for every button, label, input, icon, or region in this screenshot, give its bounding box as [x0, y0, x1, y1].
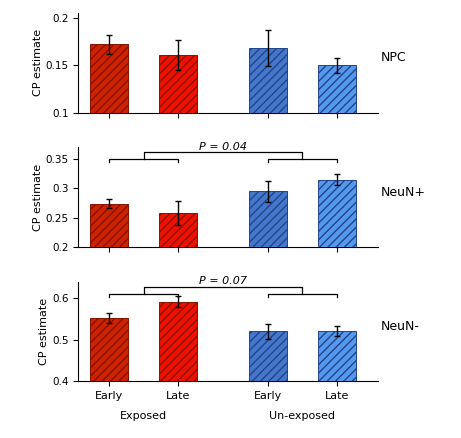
Bar [318, 65, 355, 207]
Bar [249, 331, 287, 438]
Bar [90, 204, 128, 364]
Y-axis label: CP estimate: CP estimate [39, 298, 49, 365]
Text: P = 0.07: P = 0.07 [199, 276, 247, 286]
Bar [90, 44, 128, 207]
Text: NeuN-: NeuN- [381, 320, 420, 333]
Bar [318, 331, 355, 438]
Y-axis label: CP estimate: CP estimate [33, 29, 43, 96]
Text: P = 0.04: P = 0.04 [199, 142, 247, 152]
Text: NPC: NPC [381, 51, 407, 64]
Bar [160, 213, 197, 364]
Bar [160, 55, 197, 207]
Bar [160, 301, 197, 438]
Bar [249, 191, 287, 364]
Bar [318, 180, 355, 364]
Text: Un-exposed: Un-exposed [269, 411, 335, 421]
Text: NeuN+: NeuN+ [381, 186, 426, 198]
Bar [249, 48, 287, 207]
Bar [90, 318, 128, 438]
Text: Exposed: Exposed [120, 411, 167, 421]
Y-axis label: CP estimate: CP estimate [33, 163, 43, 231]
